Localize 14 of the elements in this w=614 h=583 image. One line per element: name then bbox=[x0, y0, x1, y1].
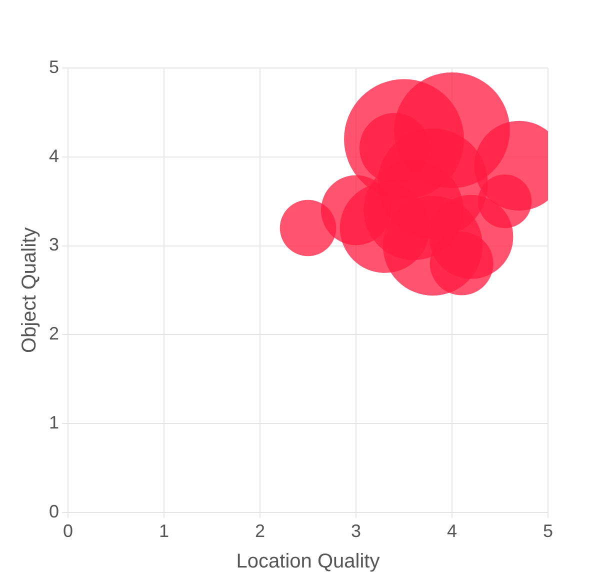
y-tick-label: 1 bbox=[48, 412, 59, 432]
x-tick-label: 4 bbox=[446, 521, 458, 542]
x-tick-label: 2 bbox=[254, 521, 266, 542]
x-tick-label: 3 bbox=[350, 521, 362, 542]
y-tick-label: 4 bbox=[48, 146, 59, 166]
x-tick-label: 5 bbox=[542, 521, 554, 542]
y-tick-label: 2 bbox=[48, 324, 59, 344]
x-tick-label: 1 bbox=[158, 521, 170, 542]
x-axis-title: Location Quality bbox=[236, 550, 380, 573]
x-tick-label: 0 bbox=[62, 521, 74, 542]
y-tick-label: 0 bbox=[48, 501, 59, 522]
y-axis-title: Object Quality bbox=[18, 227, 41, 354]
y-tick-label: 3 bbox=[48, 234, 59, 255]
y-tick-label: 5 bbox=[48, 56, 59, 77]
